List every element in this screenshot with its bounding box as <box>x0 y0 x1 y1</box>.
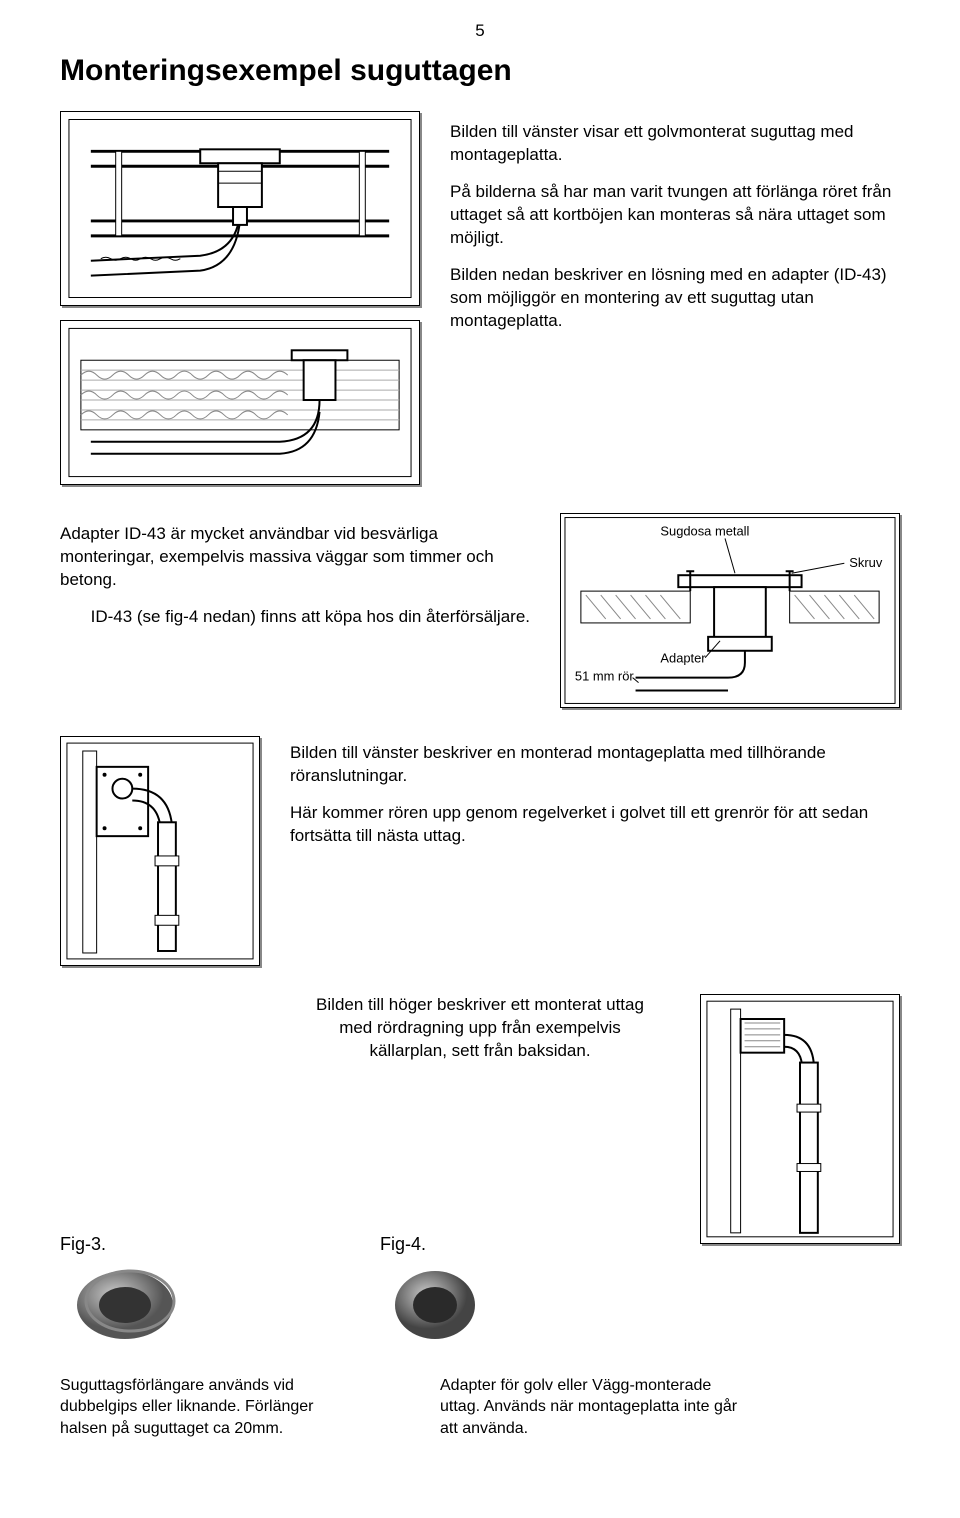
block2-p2: ID-43 (se fig-4 nedan) finns att köpa ho… <box>60 606 530 629</box>
block1-p3: Bilden nedan beskriver en lösning med en… <box>450 264 900 333</box>
block3-p2: Här kommer rören upp genom regelverket i… <box>290 802 900 848</box>
block2-p1: Adapter ID-43 är mycket användbar vid be… <box>60 523 530 592</box>
page-title: Monteringsexempel suguttagen <box>60 51 900 92</box>
figure-basement-mount <box>700 994 900 1244</box>
block4-p1: Bilden till höger beskriver ett monterat… <box>290 994 670 1063</box>
block3-p1: Bilden till vänster beskriver en montera… <box>290 742 900 788</box>
row-2: Adapter ID-43 är mycket användbar vid be… <box>60 513 900 708</box>
fig3-ring-icon <box>60 1257 190 1347</box>
page-number: 5 <box>60 20 900 43</box>
figure-wall-mount <box>60 736 260 966</box>
footer-right: Adapter för golv eller Vägg-monterade ut… <box>440 1375 740 1440</box>
row-3: Bilden till vänster beskriver en montera… <box>60 736 900 966</box>
figure-adapter-diagram: Sugdosa metall Skruv Adapter 51 mm rör <box>560 513 900 708</box>
label-adapter: Adapter <box>660 651 706 666</box>
label-sugdosa: Sugdosa metall <box>660 524 749 539</box>
fig4-ring-icon <box>380 1257 490 1347</box>
row-4: Bilden till höger beskriver ett monterat… <box>60 994 900 1244</box>
fig3-label: Fig-3. <box>60 1232 320 1256</box>
label-skruv: Skruv <box>849 556 883 571</box>
footer-row: Suguttagsförlängare används vid dubbelgi… <box>60 1375 900 1440</box>
label-51mm: 51 mm rör <box>575 669 635 684</box>
figure-floor-mount-section <box>60 320 420 485</box>
block1-p2: På bilderna så har man varit tvungen att… <box>450 181 900 250</box>
footer-left: Suguttagsförlängare används vid dubbelgi… <box>60 1375 360 1440</box>
figure-floor-mount-iso <box>60 111 420 306</box>
block1-p1: Bilden till vänster visar ett golvmonter… <box>450 121 900 167</box>
row-figs: Fig-3. Fig-4. <box>60 1232 900 1346</box>
row-1: Bilden till vänster visar ett golvmonter… <box>60 111 900 485</box>
fig4-label: Fig-4. <box>380 1232 640 1256</box>
